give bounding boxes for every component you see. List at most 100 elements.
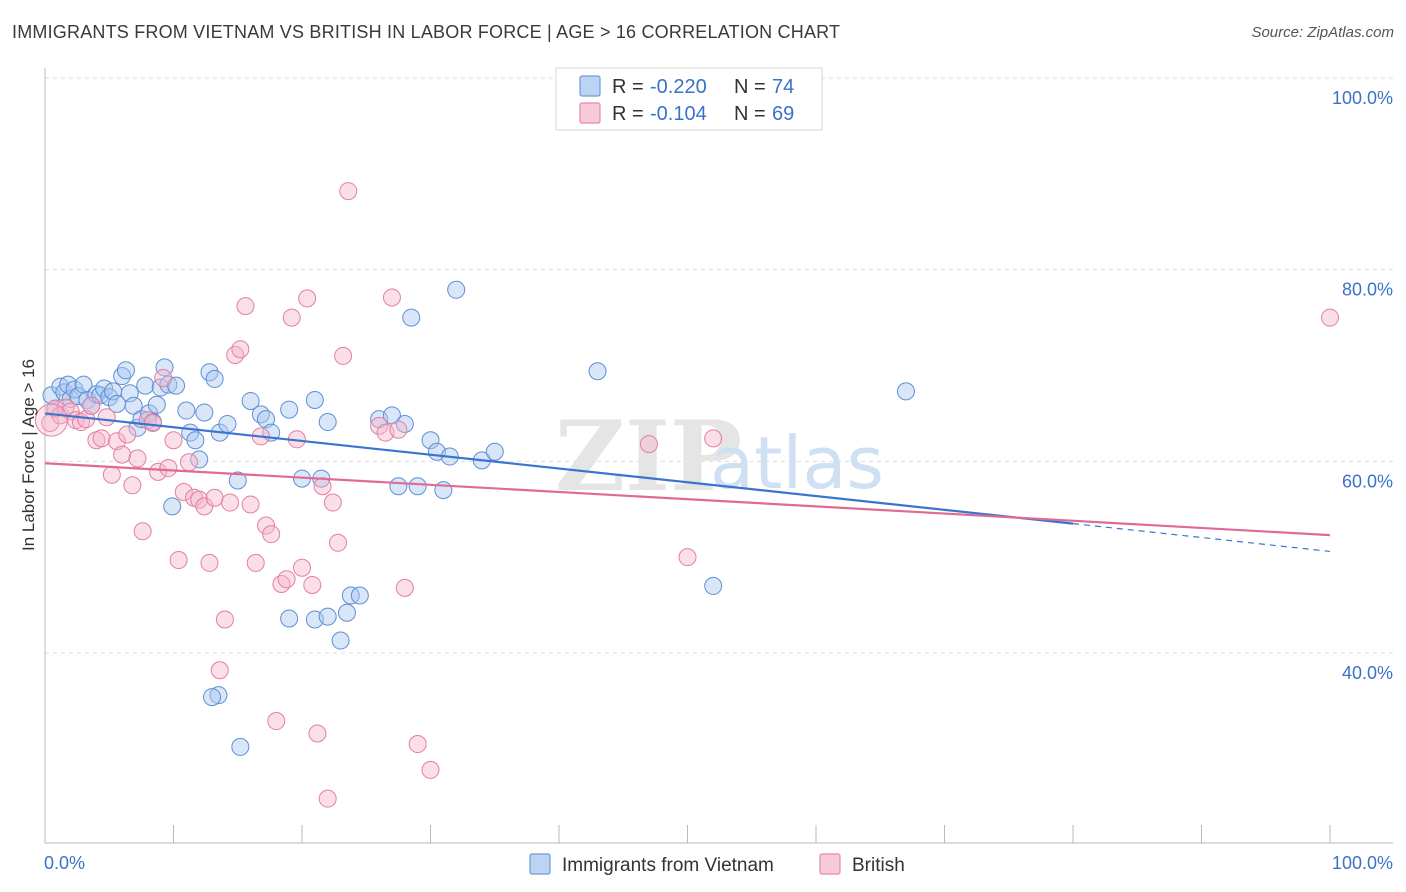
stats-legend: R = -0.220 N = 74 R = -0.104 N = 69 xyxy=(555,67,823,131)
tick-labels: 40.0% 60.0% 80.0% 100.0% 0.0% 100.0% xyxy=(44,88,1393,873)
data-point xyxy=(210,661,229,680)
data-point xyxy=(195,403,214,422)
bottom-legend-swatch-pink xyxy=(819,853,841,875)
legend-n-label-pink: N = xyxy=(734,103,766,125)
data-point xyxy=(1321,308,1339,327)
data-point xyxy=(74,375,93,394)
data-point xyxy=(116,361,135,380)
data-point xyxy=(389,420,408,439)
data-point xyxy=(102,465,121,484)
y-tick-label: 100.0% xyxy=(1332,88,1393,108)
data-point xyxy=(350,586,369,605)
data-point xyxy=(221,493,240,512)
legend-r-label-pink: R = xyxy=(612,103,644,125)
data-point xyxy=(107,432,126,451)
legend-n-value-blue: 74 xyxy=(772,76,794,98)
data-point xyxy=(215,610,234,629)
data-point xyxy=(282,308,301,327)
data-point xyxy=(588,362,607,381)
data-point xyxy=(262,525,281,544)
data-point xyxy=(159,459,178,478)
data-point xyxy=(339,182,358,201)
data-point xyxy=(246,553,265,572)
data-point xyxy=(303,575,322,594)
data-point xyxy=(272,575,291,593)
trend-line-1 xyxy=(44,462,1331,537)
data-point xyxy=(209,686,228,705)
data-point xyxy=(334,346,353,365)
data-point xyxy=(236,297,255,316)
legend-n-label-blue: N = xyxy=(734,76,766,98)
data-point xyxy=(337,603,356,622)
grid-lines xyxy=(45,77,1393,654)
data-point xyxy=(128,449,147,468)
data-point xyxy=(257,516,276,535)
data-point xyxy=(323,493,342,512)
data-point xyxy=(231,340,250,359)
data-point xyxy=(113,445,132,464)
data-point xyxy=(226,345,245,364)
source-label: Source: ZipAtlas.com xyxy=(1251,24,1394,41)
legend-n-value-pink: 69 xyxy=(772,103,794,125)
data-point xyxy=(678,548,697,567)
data-point xyxy=(149,462,168,481)
data-point xyxy=(421,760,440,779)
chart-title: IMMIGRANTS FROM VIETNAM VS BRITISH IN LA… xyxy=(12,22,841,42)
y-tick-label: 40.0% xyxy=(1342,663,1393,683)
data-point xyxy=(280,400,299,419)
y-tick-label: 80.0% xyxy=(1342,280,1393,300)
data-point xyxy=(124,396,143,415)
data-point xyxy=(308,724,327,743)
data-point xyxy=(118,425,137,444)
data-point xyxy=(177,401,196,420)
data-point xyxy=(174,483,193,501)
data-point xyxy=(169,551,188,570)
data-point xyxy=(97,408,116,427)
data-point xyxy=(200,553,219,572)
x-tick-label: 0.0% xyxy=(44,853,85,873)
data-point xyxy=(123,476,142,495)
data-point xyxy=(370,416,389,435)
data-point xyxy=(389,477,408,496)
data-point xyxy=(896,382,915,401)
data-point xyxy=(205,488,224,507)
data-point xyxy=(305,391,324,409)
bottom-legend-label-vietnam: Immigrants from Vietnam xyxy=(562,855,774,876)
data-point xyxy=(186,431,205,450)
data-point xyxy=(408,477,427,496)
legend-swatch-blue xyxy=(579,75,601,97)
data-point xyxy=(639,435,658,454)
data-point xyxy=(179,453,198,472)
data-point xyxy=(231,737,250,756)
data-point xyxy=(92,429,111,448)
data-point xyxy=(318,607,337,626)
bottom-legend-label-british: British xyxy=(852,855,905,876)
y-axis-label: In Labor Force | Age > 16 xyxy=(19,359,38,551)
data-point xyxy=(205,369,224,388)
series-legend: Immigrants from Vietnam British xyxy=(529,853,905,876)
data-point xyxy=(277,570,296,589)
trend-line-0 xyxy=(44,412,1074,525)
data-point xyxy=(69,387,88,406)
data-point xyxy=(257,410,276,429)
data-point xyxy=(318,413,337,432)
data-point xyxy=(313,477,332,496)
data-point xyxy=(154,368,173,387)
legend-r-label-blue: R = xyxy=(612,76,644,98)
data-point xyxy=(203,688,222,707)
watermark: ZIP atlas xyxy=(555,400,884,513)
data-point xyxy=(280,609,299,628)
data-point xyxy=(147,395,166,414)
data-point xyxy=(163,497,182,516)
data-point xyxy=(402,308,421,327)
x-tick-label: 100.0% xyxy=(1332,853,1393,873)
legend-r-value-blue: -0.220 xyxy=(650,76,707,98)
data-point xyxy=(331,631,350,650)
y-tick-label: 60.0% xyxy=(1342,471,1393,491)
data-point xyxy=(228,471,247,490)
data-point xyxy=(704,429,723,448)
data-point xyxy=(328,533,347,552)
data-point xyxy=(318,789,337,808)
data-point xyxy=(164,431,183,450)
